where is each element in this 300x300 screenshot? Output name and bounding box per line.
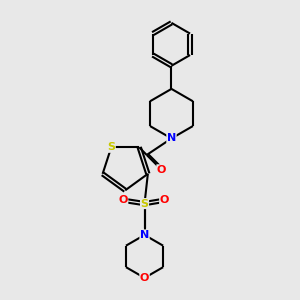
Text: O: O: [118, 195, 128, 205]
Text: O: O: [140, 273, 149, 283]
Text: S: S: [140, 199, 148, 208]
Text: N: N: [140, 230, 149, 240]
Text: S: S: [107, 142, 115, 152]
Text: N: N: [167, 134, 176, 143]
Text: O: O: [160, 195, 169, 205]
Text: O: O: [157, 165, 166, 175]
